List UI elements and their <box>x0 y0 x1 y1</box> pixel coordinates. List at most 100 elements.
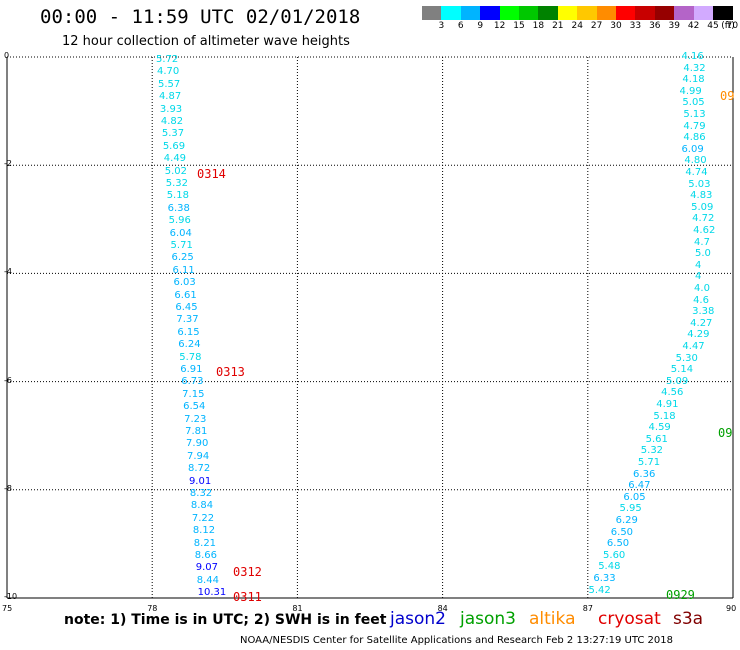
wave-height-value: 10.31 <box>197 587 227 599</box>
legend-label: 30 <box>610 21 622 31</box>
wave-height-value: 5.48 <box>598 561 621 573</box>
wave-height-value: 5.95 <box>619 503 642 515</box>
wave-height-value: 8.84 <box>190 500 214 512</box>
page-subtitle: 12 hour collection of altimeter wave hei… <box>62 34 350 49</box>
wave-height-value: 5.18 <box>653 410 676 422</box>
wave-height-value: 5.96 <box>168 215 191 227</box>
wave-height-value: 5.14 <box>670 364 694 376</box>
satellite-cryosat: cryosat <box>598 609 661 629</box>
lon-tick-label: 78 <box>147 604 158 613</box>
wave-height-value: 4.79 <box>683 120 706 132</box>
wave-height-value: 6.09 <box>681 143 704 155</box>
wave-height-value: 4.62 <box>693 225 716 236</box>
wave-height-value: 4.7 <box>694 236 710 248</box>
wave-height-value: 6.38 <box>167 202 190 214</box>
legend-label: 70 <box>726 21 739 31</box>
wave-height-value: 6.05 <box>623 491 646 503</box>
lon-tick-label: 75 <box>2 604 13 613</box>
wave-height-value: 4.16 <box>681 51 704 62</box>
wave-height-value: 5.13 <box>683 109 706 120</box>
legend-swatch <box>616 6 636 20</box>
wave-height-value: 8.72 <box>187 463 211 475</box>
wave-height-value: 3.93 <box>159 103 183 115</box>
pass-time-label: 09 <box>718 426 733 440</box>
wave-height-value: 5.09 <box>691 201 714 213</box>
wave-height-value: 5.03 <box>688 178 711 190</box>
wave-height-value: 6.29 <box>615 515 638 526</box>
wave-height-value: 5.42 <box>588 584 611 596</box>
lat-tick-label: 0 <box>4 51 10 60</box>
legend-swatch <box>557 6 578 20</box>
legend-swatch <box>499 6 520 20</box>
legend-label: 24 <box>571 21 583 31</box>
wave-height-value: 7.90 <box>186 438 209 450</box>
wave-height-value: 6.11 <box>172 264 195 276</box>
wave-height-value: 7.23 <box>184 413 207 425</box>
lat-tick-label: -2 <box>4 159 12 169</box>
wave-height-value: 4.74 <box>685 167 708 178</box>
satellite-s3a: s3a <box>673 609 704 629</box>
legend-label: 18 <box>532 21 545 31</box>
legend-swatch <box>654 6 675 20</box>
wave-height-value: 5.02 <box>164 165 188 177</box>
legend-label: 33 <box>629 21 642 31</box>
wave-height-value: 4 <box>695 259 702 271</box>
wave-height-value: 4.29 <box>687 329 710 341</box>
wave-height-value: 4.49 <box>163 153 187 165</box>
legend-swatch <box>674 6 695 20</box>
satellite-altika: altika <box>529 609 576 629</box>
satellite-jason3: jason3 <box>460 609 516 629</box>
legend-swatch <box>577 6 598 20</box>
wave-height-value: 7.81 <box>185 426 208 437</box>
wave-height-value: 6.45 <box>175 302 198 313</box>
wave-height-value: 4.32 <box>683 62 706 74</box>
wave-height-value: 5.60 <box>603 549 626 561</box>
legend-label: 27 <box>590 21 603 31</box>
wave-height-value: 4.91 <box>656 399 679 410</box>
units-note: note: 1) Time is in UTC; 2) SWH is in fe… <box>64 612 387 628</box>
lat-tick-label: -8 <box>4 483 12 493</box>
wave-height-value: 4.0 <box>694 283 710 294</box>
wave-height-value: 5.71 <box>637 457 661 468</box>
wave-height-value: 7.94 <box>187 450 210 462</box>
page-title: 00:00 - 11:59 UTC 02/01/2018 <box>40 6 361 28</box>
wave-height-value: 4.83 <box>690 190 713 202</box>
wave-height-value: 5.78 <box>179 351 202 363</box>
wave-height-value: 4.99 <box>679 85 702 97</box>
lat-tick-label: -10 <box>4 592 18 601</box>
legend-swatch <box>635 6 656 20</box>
wave-height-value: 8.44 <box>196 574 219 586</box>
wave-height-value: 4.86 <box>683 132 706 144</box>
wave-height-value: 5.30 <box>675 352 698 364</box>
pass-time-label: 0314 <box>197 167 226 181</box>
wave-height-value: 5.05 <box>682 97 705 109</box>
wave-height-value: 5.71 <box>170 240 193 251</box>
pass-time-label: 0313 <box>216 365 245 379</box>
wave-height-value: 6.91 <box>180 364 203 375</box>
lon-tick-label: 87 <box>582 604 593 613</box>
legend-unit: (ft) <box>721 21 735 31</box>
legend-swatch <box>480 6 501 20</box>
legend-swatch <box>538 6 559 20</box>
lat-tick-label: -6 <box>4 375 12 385</box>
wave-height-value: 6.33 <box>593 573 616 584</box>
wave-height-value: 4.56 <box>661 387 684 399</box>
wave-height-value: 4.80 <box>684 155 707 167</box>
lat-tick-label: -4 <box>4 267 12 277</box>
wave-height-value: 6.50 <box>606 538 630 550</box>
lon-tick-label: 81 <box>292 604 303 613</box>
legend-swatch <box>422 6 442 20</box>
legend-label: 36 <box>649 21 661 31</box>
legend-label: 3 <box>438 21 445 31</box>
wave-height-value: 5.37 <box>161 128 185 140</box>
legend-swatch <box>519 6 539 20</box>
legend-label: 9 <box>477 21 484 31</box>
wave-height-value: 4.6 <box>693 294 709 306</box>
pass-time-label: 0929 <box>666 588 695 602</box>
wave-height-value: 5.72 <box>156 54 179 65</box>
legend-swatch <box>441 6 462 20</box>
legend-label: 21 <box>552 21 564 31</box>
wave-height-value: 6.47 <box>628 480 651 492</box>
legend-swatch <box>693 6 714 20</box>
